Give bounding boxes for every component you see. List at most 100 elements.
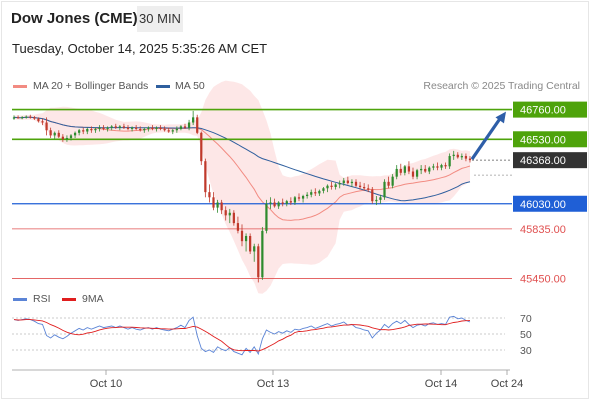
candle-body	[98, 127, 101, 129]
candle-body	[163, 128, 166, 131]
candle	[53, 131, 56, 140]
candle	[110, 125, 113, 131]
candle-body	[306, 194, 309, 197]
candle	[204, 158, 207, 198]
candle	[244, 233, 248, 252]
candle	[371, 186, 374, 204]
candle-body	[432, 166, 435, 168]
candle-body	[16, 117, 20, 119]
candle-body	[342, 180, 345, 184]
candle	[208, 184, 211, 203]
candle-body	[468, 158, 472, 161]
candle	[281, 198, 284, 207]
candle-body	[277, 202, 280, 207]
ma9-legend-label: 9MA	[82, 293, 104, 305]
candle	[424, 165, 427, 173]
candle	[318, 189, 321, 197]
x-tick-label: Oct 24	[491, 378, 523, 390]
candle-body	[403, 166, 406, 173]
level-tag-46760.00	[513, 101, 587, 118]
credit-text: Research © 2025 Trading Central	[423, 80, 580, 92]
candle-body	[33, 117, 36, 119]
instrument-title: Dow Jones (CME)	[11, 10, 138, 27]
candle	[379, 194, 382, 204]
candle-body	[257, 246, 260, 278]
candle-body	[338, 183, 341, 185]
candle	[130, 126, 134, 132]
candle	[196, 114, 199, 135]
candle	[265, 199, 268, 234]
candle	[326, 184, 329, 193]
candle	[346, 176, 349, 185]
candle	[363, 183, 366, 191]
candle-body	[220, 202, 223, 211]
candle-body	[151, 127, 154, 129]
candle	[415, 168, 419, 180]
candle-body	[415, 170, 419, 177]
candle-body	[118, 126, 121, 128]
candle-body	[354, 181, 358, 186]
candle	[25, 115, 28, 119]
candle	[420, 165, 423, 175]
candle	[37, 117, 40, 123]
timeframe-button[interactable]: 30 MIN	[137, 6, 183, 32]
candle-body	[249, 235, 252, 252]
candle-body	[21, 117, 24, 119]
candle-body	[147, 127, 150, 129]
ma50-legend-swatch	[156, 85, 170, 88]
candle	[240, 224, 244, 247]
candle	[21, 116, 24, 120]
candle	[428, 166, 431, 175]
candle	[73, 131, 77, 138]
candle-body	[281, 202, 284, 204]
candle	[228, 208, 231, 224]
candle	[460, 153, 463, 160]
candle-body	[236, 223, 240, 231]
candle-body	[371, 189, 374, 202]
candle	[90, 126, 93, 133]
candle-body	[310, 192, 313, 195]
candle	[330, 181, 333, 190]
candle	[126, 125, 130, 131]
candle	[367, 184, 370, 193]
candle	[232, 210, 235, 226]
candle	[118, 125, 121, 131]
candle-body	[78, 130, 81, 133]
candle	[452, 150, 455, 160]
candle	[224, 206, 227, 221]
candle-body	[253, 246, 256, 252]
level-label-46530.00: 46530.00	[520, 134, 566, 146]
candle-body	[293, 197, 297, 203]
candle	[82, 127, 85, 135]
rsi-line	[13, 315, 471, 356]
candle-body	[183, 126, 187, 128]
candle	[285, 199, 288, 207]
candle	[171, 128, 174, 135]
candle	[261, 226, 264, 280]
candle-body	[69, 135, 73, 138]
candle-body	[265, 203, 268, 231]
candle-body	[363, 186, 366, 189]
candle-body	[114, 126, 117, 128]
rsi-legend-swatch	[13, 298, 27, 301]
candle	[220, 199, 223, 215]
candle-body	[179, 126, 183, 129]
ma50-legend-label: MA 50	[175, 80, 205, 92]
candle	[411, 167, 415, 180]
bollinger-legend-swatch	[13, 85, 27, 88]
candle-body	[122, 126, 126, 128]
candle-body	[175, 128, 178, 131]
candle-body	[318, 190, 321, 194]
level-label-46760.00: 46760.00	[520, 105, 566, 117]
candle	[163, 126, 166, 132]
candle	[200, 131, 203, 166]
level-tag-46030.00	[513, 195, 587, 212]
candle	[301, 194, 305, 203]
candle-body	[37, 118, 40, 122]
candle	[16, 115, 20, 119]
candle-body	[155, 127, 158, 129]
bollinger-legend-label: MA 20 + Bollinger Bands	[33, 80, 149, 92]
candle	[273, 198, 276, 208]
candle-body	[94, 128, 97, 131]
